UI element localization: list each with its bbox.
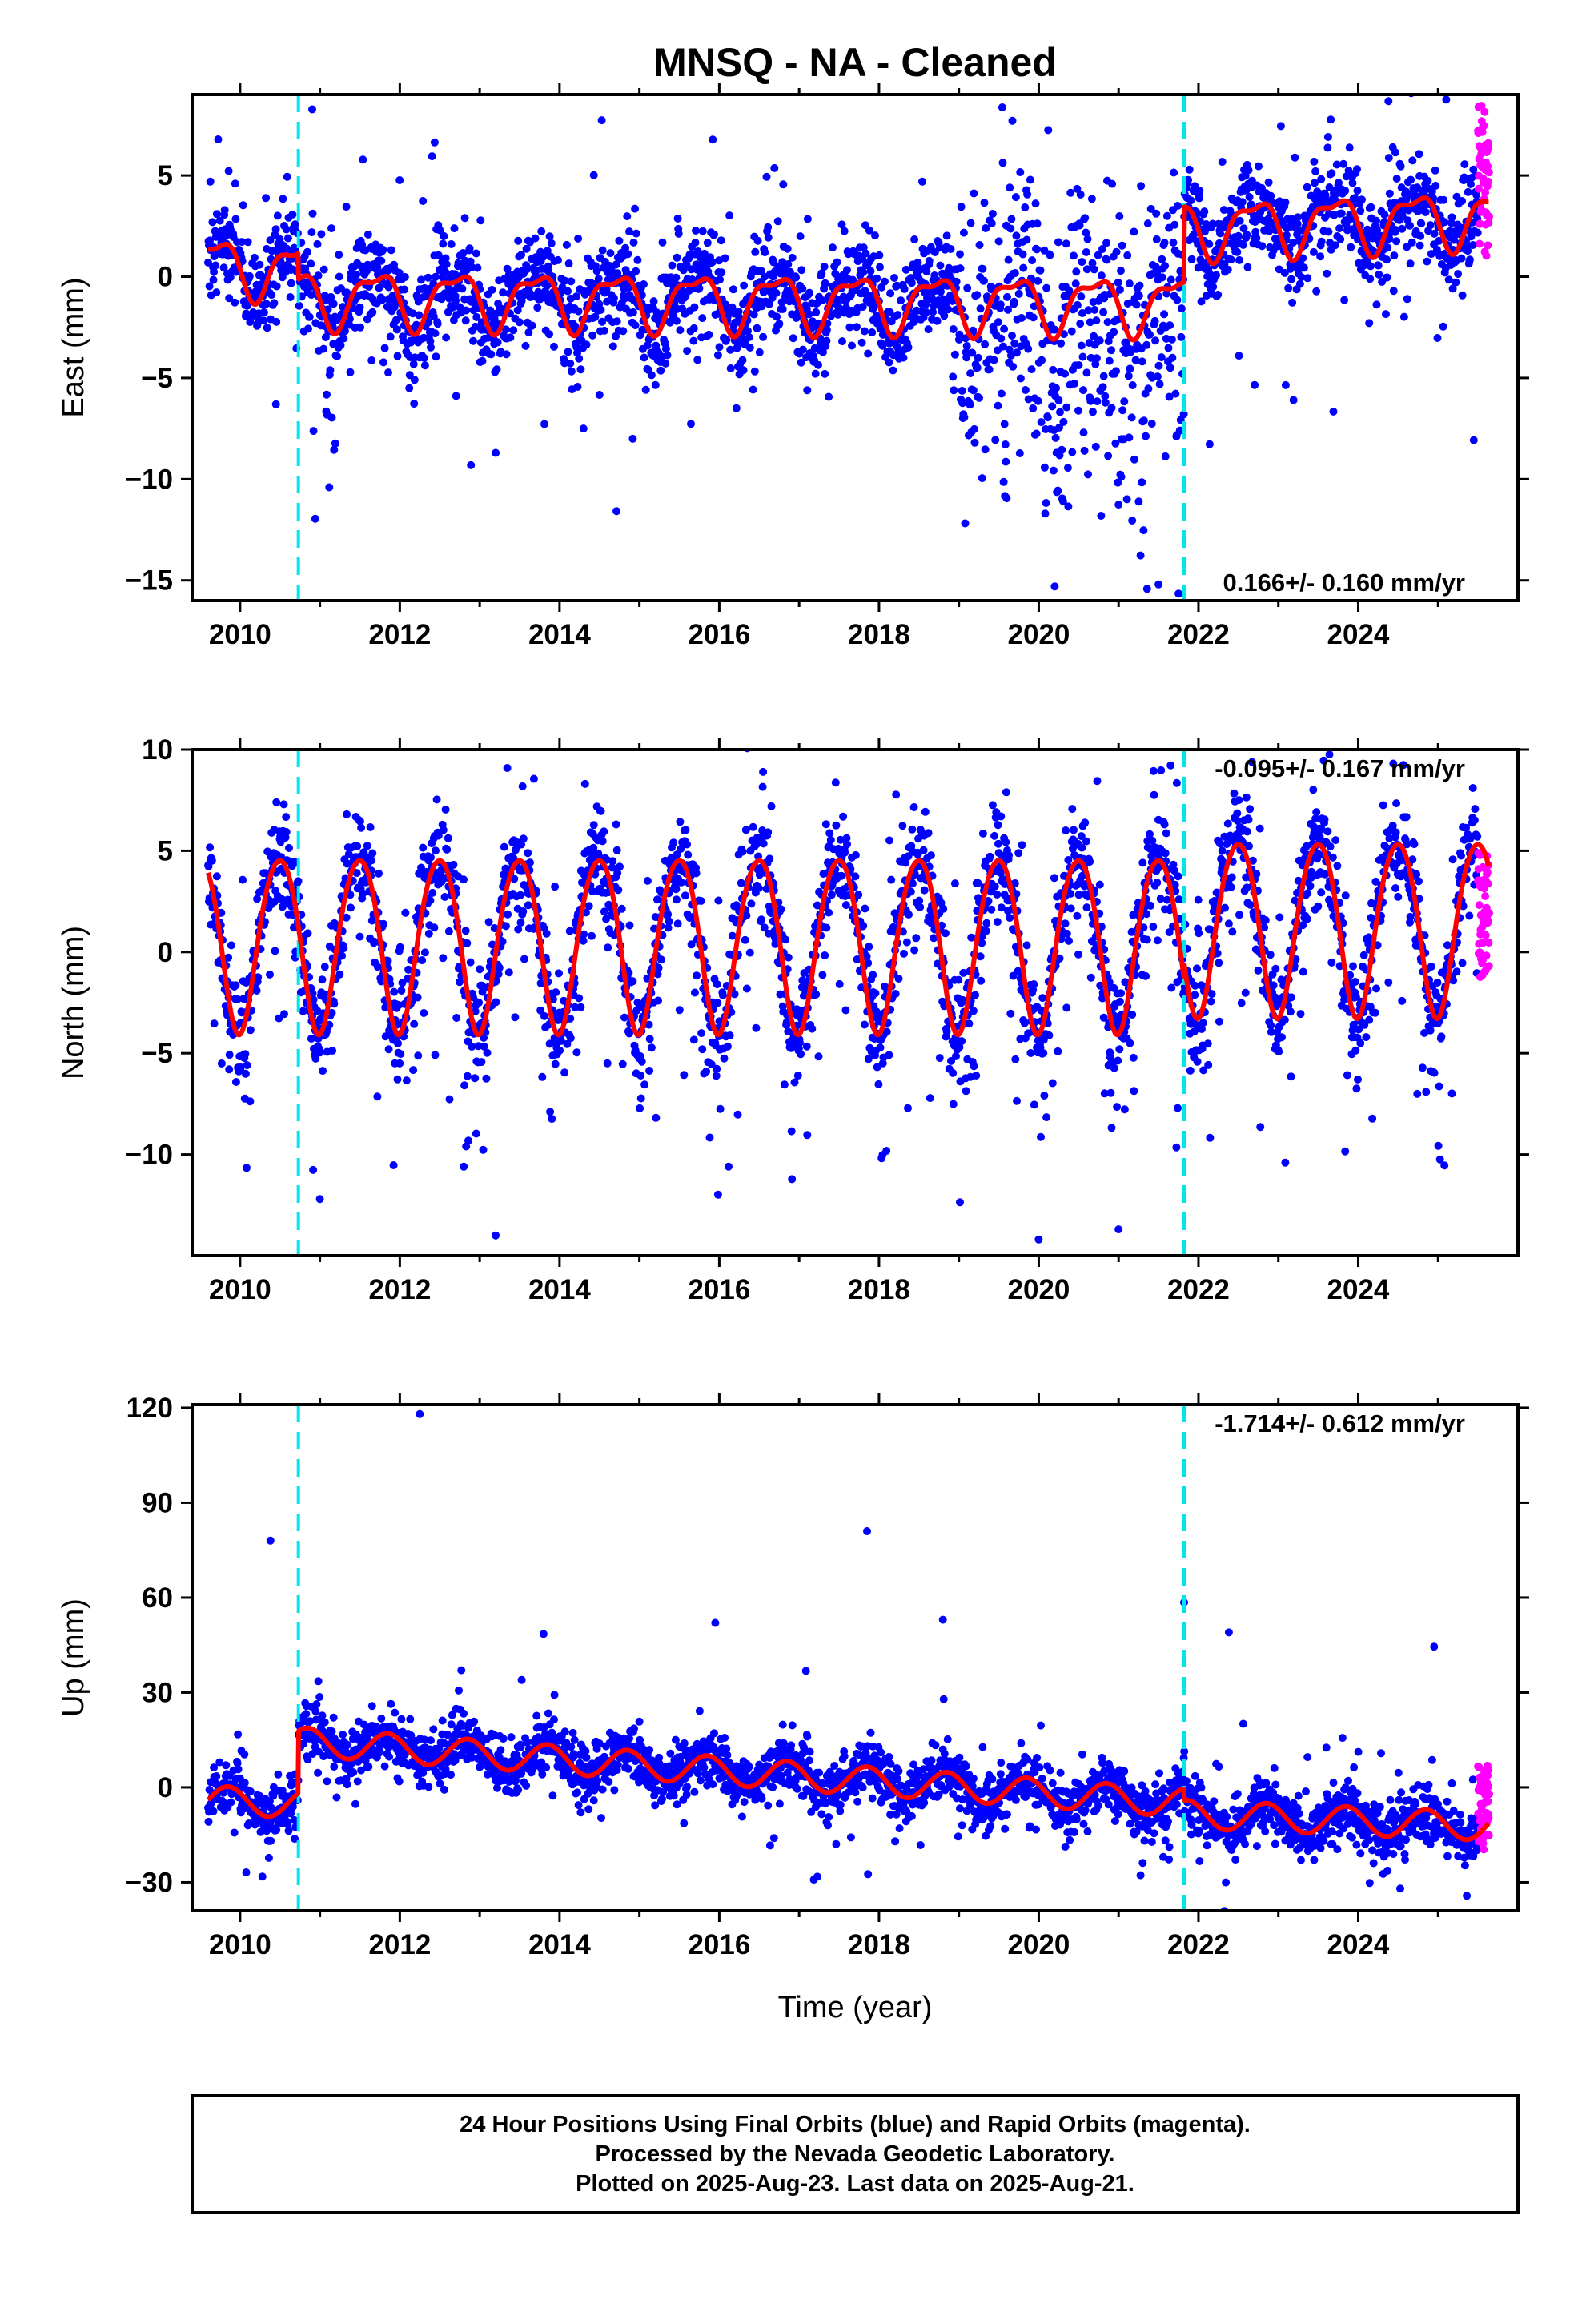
east-ytick-label: 0 bbox=[158, 262, 173, 293]
east-ytick-label: −5 bbox=[141, 363, 173, 394]
north-ytick-label: −10 bbox=[126, 1140, 173, 1171]
east-xtick-label: 2012 bbox=[368, 619, 431, 650]
east-xtick-label: 2010 bbox=[209, 619, 271, 650]
panel-north: −10 −5 0 5 10 2010 2012 2014 2016 2018 2020 2022 202… bbox=[57, 677, 1529, 1305]
up-ytick-label: 60 bbox=[142, 1582, 173, 1614]
caption-box: 24 Hour Positions Using Final Orbits (bl… bbox=[191, 2094, 1520, 2214]
north-ylabel: North (mm) bbox=[57, 926, 90, 1080]
north-ytick-label: 5 bbox=[158, 835, 173, 866]
east-ytick-label: 5 bbox=[158, 160, 173, 191]
caption-line-1: 24 Hour Positions Using Final Orbits (bl… bbox=[460, 2110, 1251, 2140]
x-axis-label: Time (year) bbox=[778, 1991, 933, 2024]
north-rate-label: -0.095+/- 0.167 mm/yr bbox=[1215, 754, 1465, 782]
north-xtick-label: 2014 bbox=[528, 1274, 591, 1305]
east-ytick-label: −15 bbox=[126, 565, 173, 597]
east-rate-label: 0.166+/- 0.160 mm/yr bbox=[1223, 569, 1465, 597]
up-ytick-label: 120 bbox=[126, 1393, 173, 1424]
up-ytick-label: 90 bbox=[142, 1487, 173, 1518]
north-xtick-label: 2012 bbox=[368, 1274, 431, 1305]
east-axes: −15 −10 −5 0 5 2010 2012 2014 2016 2018 2020 2022 20… bbox=[126, 83, 1529, 650]
up-ytick-label: 0 bbox=[158, 1772, 173, 1803]
east-xtick-label: 2022 bbox=[1167, 619, 1230, 650]
north-xtick-label: 2018 bbox=[848, 1274, 910, 1305]
up-ytick-label: 30 bbox=[142, 1677, 173, 1708]
north-xtick-label: 2016 bbox=[688, 1274, 750, 1305]
up-xtick-label: 2010 bbox=[209, 1929, 271, 1960]
north-ytick-label: 0 bbox=[158, 937, 173, 968]
east-xtick-label: 2016 bbox=[688, 619, 750, 650]
north-ytick-label: 10 bbox=[142, 734, 173, 766]
north-xtick-label: 2024 bbox=[1327, 1274, 1390, 1305]
north-ytick-label: −5 bbox=[141, 1038, 173, 1069]
caption-line-3: Plotted on 2025-Aug-23. Last data on 202… bbox=[576, 2169, 1134, 2199]
up-axes: −30 0 30 60 90 120 2010 2012 2014 2016 2018 2020 202… bbox=[126, 1393, 1529, 1960]
east-xtick-label: 2018 bbox=[848, 619, 910, 650]
chart-title: MNSQ - NA - Cleaned bbox=[653, 40, 1057, 85]
up-xtick-label: 2022 bbox=[1167, 1929, 1230, 1960]
up-xtick-label: 2016 bbox=[688, 1929, 750, 1960]
up-data-layer bbox=[204, 1405, 1493, 1917]
east-ylabel: East (mm) bbox=[57, 277, 90, 417]
up-final-orbit-points bbox=[204, 1410, 1482, 1917]
north-xtick-label: 2020 bbox=[1008, 1274, 1070, 1305]
chart-canvas: MNSQ - NA - Cleaned −15 −10 −5 0 5 2010 2012 20… bbox=[0, 0, 1582, 2082]
panel-up: −30 0 30 60 90 120 2010 2012 2014 2016 2018 2020 202… bbox=[57, 1393, 1529, 2024]
caption-line-2: Processed by the Nevada Geodetic Laborat… bbox=[596, 2140, 1115, 2169]
up-xtick-label: 2018 bbox=[848, 1929, 910, 1960]
up-xtick-label: 2014 bbox=[528, 1929, 591, 1960]
north-xtick-label: 2022 bbox=[1167, 1274, 1230, 1305]
east-xtick-label: 2020 bbox=[1008, 619, 1070, 650]
up-ylabel: Up (mm) bbox=[57, 1598, 90, 1717]
up-rate-label: -1.714+/- 0.612 mm/yr bbox=[1215, 1409, 1465, 1437]
up-ytick-label: −30 bbox=[126, 1867, 173, 1898]
up-xtick-label: 2020 bbox=[1008, 1929, 1070, 1960]
up-final-points bbox=[204, 1410, 1482, 1917]
east-xtick-label: 2014 bbox=[528, 619, 591, 650]
up-xtick-label: 2012 bbox=[368, 1929, 431, 1960]
east-xtick-label: 2024 bbox=[1327, 619, 1390, 650]
east-ytick-label: −10 bbox=[126, 464, 173, 495]
north-rapid-orbit-points bbox=[1474, 849, 1493, 981]
up-rapid-orbit-points bbox=[1474, 1762, 1493, 1854]
up-xtick-label: 2024 bbox=[1327, 1929, 1390, 1960]
north-xtick-label: 2010 bbox=[209, 1274, 271, 1305]
